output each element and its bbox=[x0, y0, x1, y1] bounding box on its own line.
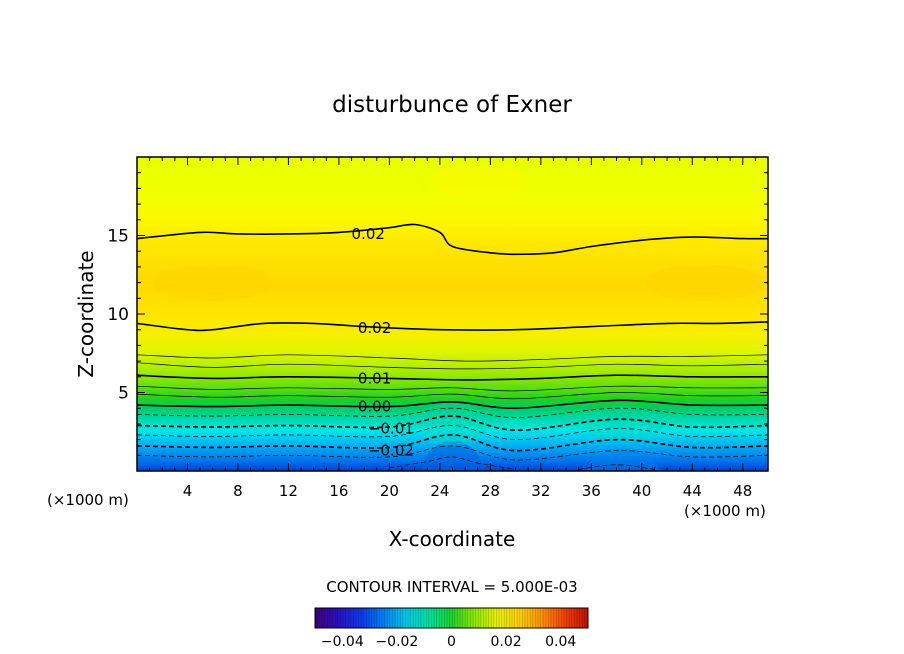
contour-line bbox=[137, 415, 768, 432]
contour-label: 0.02 bbox=[358, 319, 391, 337]
contour-line bbox=[137, 445, 768, 461]
x-tick-label: 32 bbox=[531, 482, 550, 500]
field-bump bbox=[418, 401, 487, 446]
contour-line bbox=[389, 456, 516, 470]
contour-line bbox=[137, 362, 768, 370]
x-tick-label: 48 bbox=[733, 482, 752, 500]
contour-label: −0.01 bbox=[368, 420, 414, 438]
contour-label: 0.02 bbox=[352, 225, 385, 243]
x-tick-labels: 4 8 12 16 20 24 28 32 36 40 44 48 bbox=[183, 482, 753, 500]
colorbar-tick-label: 0.04 bbox=[545, 634, 576, 650]
contour-labels: 0.02 0.02 0.01 0.00 −0.01 −0.02 bbox=[352, 225, 414, 460]
field-bump bbox=[152, 264, 273, 301]
contour-label: 0.00 bbox=[358, 398, 391, 416]
axis-ticks bbox=[137, 157, 768, 471]
field-bump bbox=[427, 166, 528, 195]
y-axis-label: Z-coordinate bbox=[74, 250, 98, 377]
x-tick-label: 44 bbox=[683, 482, 702, 500]
x-tick-label: 28 bbox=[481, 482, 500, 500]
contour-line bbox=[137, 385, 768, 392]
x-tick-label: 36 bbox=[582, 482, 601, 500]
contour-line bbox=[137, 392, 768, 400]
field-bump bbox=[582, 405, 663, 442]
x-tick-label: 16 bbox=[329, 482, 348, 500]
field-fill bbox=[137, 157, 768, 471]
contour-line bbox=[137, 354, 768, 362]
contour-line bbox=[137, 399, 768, 410]
field-bump bbox=[644, 264, 765, 301]
contour-line bbox=[137, 374, 768, 381]
colorbar-frame bbox=[314, 607, 589, 629]
contour-line bbox=[137, 407, 768, 418]
colorbar-tick-label: −0.02 bbox=[375, 634, 418, 650]
colorbar-tick-label: −0.04 bbox=[321, 634, 364, 650]
chart-title: disturbunce of Exner bbox=[332, 92, 572, 118]
plot-area: 0.02 0.02 0.01 0.00 −0.01 −0.02 bbox=[136, 156, 769, 472]
x-unit-right: (×1000 m) bbox=[684, 502, 766, 520]
y-tick-labels: 5 10 15 bbox=[107, 227, 129, 404]
contour-label: 0.01 bbox=[358, 369, 391, 387]
colorbar-tick-label: 0.02 bbox=[491, 634, 522, 650]
x-tick-label: 12 bbox=[279, 482, 298, 500]
contour-lines bbox=[137, 223, 768, 470]
contour-label: −0.02 bbox=[368, 442, 414, 460]
colorbar-stripes bbox=[316, 608, 588, 628]
colorbar-tick-label: 0 bbox=[447, 634, 456, 650]
colorbar-fill bbox=[315, 608, 588, 628]
field-bumps bbox=[152, 166, 765, 471]
contour-line bbox=[137, 425, 768, 440]
y-tick-label: 5 bbox=[118, 384, 129, 404]
x-tick-label: 4 bbox=[183, 482, 193, 500]
x-tick-label: 8 bbox=[233, 482, 243, 500]
x-unit-left: (×1000 m) bbox=[47, 491, 129, 509]
y-tick-label: 10 bbox=[107, 305, 129, 325]
contour-line bbox=[578, 464, 655, 470]
colorbar-tick-labels: −0.04 −0.02 0 0.02 0.04 bbox=[321, 634, 577, 650]
x-axis-label: X-coordinate bbox=[389, 527, 516, 551]
x-tick-label: 20 bbox=[380, 482, 399, 500]
x-tick-label: 40 bbox=[632, 482, 651, 500]
y-tick-label: 15 bbox=[107, 227, 129, 247]
colorbar: −0.04 −0.02 0 0.02 0.04 bbox=[314, 607, 589, 650]
x-tick-label: 24 bbox=[430, 482, 449, 500]
contour-interval-text: CONTOUR INTERVAL = 5.000E-03 bbox=[326, 578, 577, 596]
contour-line bbox=[137, 223, 768, 256]
contour-line bbox=[137, 321, 768, 332]
